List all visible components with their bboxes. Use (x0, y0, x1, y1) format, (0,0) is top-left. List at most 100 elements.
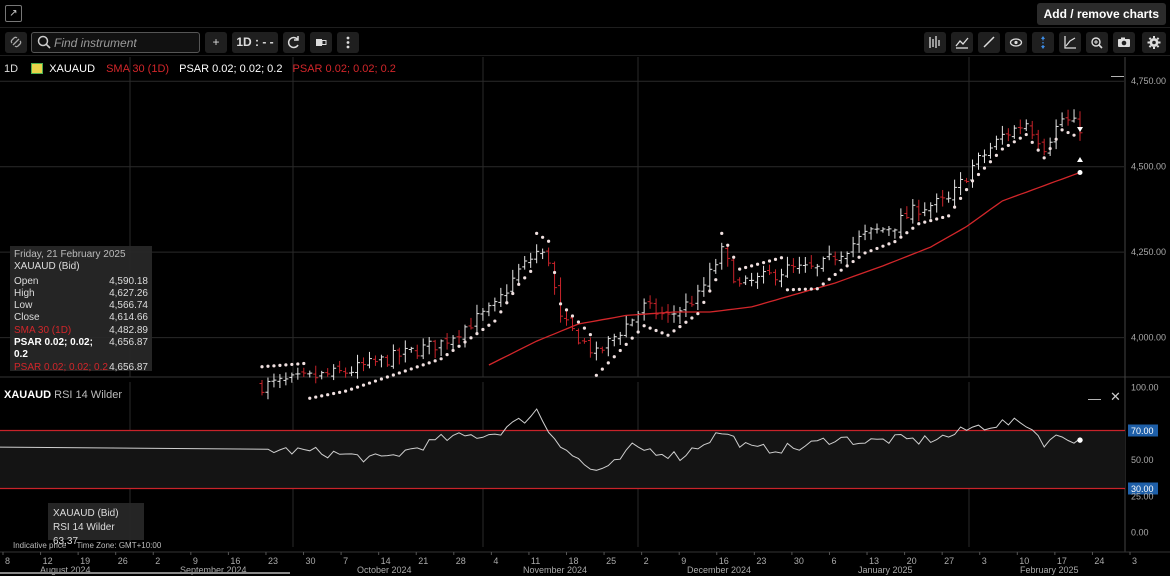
psar-dot (1018, 136, 1022, 140)
ohlc-bar (492, 297, 498, 312)
rsi-level-badge (1128, 482, 1158, 495)
psar-dot (785, 288, 790, 292)
rsi-minimize-icon[interactable]: — (1088, 391, 1101, 406)
psar-dot (529, 269, 533, 273)
psar-dot (266, 364, 270, 368)
time-tick-label: 9 (193, 556, 198, 566)
month-label: February 2025 (1020, 565, 1079, 575)
draw-line-icon[interactable] (978, 32, 1000, 53)
price-chart[interactable]: 4,750.004,500.004,250.004,000.00100.0070… (0, 57, 1170, 576)
psar-dot (988, 160, 993, 164)
psar-dot (815, 287, 819, 291)
zoom-icon[interactable] (1086, 32, 1108, 53)
ohlc-bar (599, 346, 605, 354)
ohlc-bar (1017, 119, 1023, 135)
chart-type-icon[interactable] (310, 32, 332, 53)
ohlc-bar (958, 172, 964, 196)
ohlc-bar (564, 311, 570, 326)
psar-dot (797, 287, 801, 291)
chart-toolbar: + 1D : - - (0, 29, 1170, 56)
time-tick-label: 26 (118, 556, 128, 566)
psar-dot (809, 287, 813, 291)
psar-dot (505, 301, 509, 305)
interval-selector[interactable]: 1D : - - (232, 32, 278, 53)
more-vertical-icon[interactable] (337, 32, 359, 53)
camera-icon[interactable] (1113, 32, 1135, 53)
psar-dot (588, 332, 592, 337)
ohlc-bar (862, 224, 868, 241)
rsi-level-badge (1128, 424, 1158, 437)
ohlc-bar (683, 293, 689, 318)
indicators-icon[interactable] (924, 32, 946, 53)
psar-dot (1072, 133, 1076, 137)
time-tick-label: 2 (155, 556, 160, 566)
rsi-tick-label: 70.00 (1131, 426, 1154, 436)
psar-dot (433, 359, 437, 363)
psar-dot (1054, 137, 1058, 141)
psar-dot (379, 377, 384, 381)
rsi-indicator-name[interactable]: RSI 14 Wilder (54, 389, 122, 401)
ohlc-bar (349, 366, 355, 377)
psar-dot (1024, 132, 1028, 137)
psar-dot (612, 355, 616, 359)
time-tick-label: 3 (1132, 556, 1137, 566)
scrollbar-thumb (0, 572, 290, 574)
time-tick-label: 30 (794, 556, 804, 566)
tooltip-value: 4,656.87 (109, 337, 148, 349)
ohlc-bar (1029, 120, 1035, 140)
ohlc-bar (665, 304, 671, 323)
psar-dot (696, 312, 700, 316)
ohlc-bar (325, 368, 331, 377)
psar-dot (367, 381, 372, 385)
legend-sma[interactable]: SMA 30 (1D) (106, 63, 170, 75)
time-tick-label: 27 (944, 556, 954, 566)
psar-dot (791, 287, 796, 292)
psar-dot (397, 371, 401, 375)
price-tick-label: 4,500.00 (1131, 162, 1166, 172)
settings-icon[interactable] (1142, 32, 1166, 53)
legend-psar-red[interactable]: PSAR 0.02; 0.02; 0.2 (292, 63, 396, 75)
psar-dot (923, 220, 927, 224)
eye-icon[interactable] (1005, 32, 1027, 53)
ohlc-bar (1047, 137, 1053, 156)
add-remove-charts-button[interactable]: Add / remove charts (1036, 3, 1166, 25)
find-instrument-search[interactable] (31, 32, 200, 53)
ohlc-bar (384, 354, 390, 367)
search-input[interactable] (54, 34, 196, 51)
ohlc-bar (671, 305, 677, 323)
psar-dot (451, 348, 455, 353)
psar-dot (970, 179, 975, 183)
ohlc-bar (999, 125, 1005, 145)
time-tick-label: 3 (982, 556, 987, 566)
popout-icon[interactable]: ↗ (5, 5, 22, 22)
studies-icon[interactable] (951, 32, 973, 53)
psar-dot (738, 267, 742, 271)
psar-dot (421, 363, 425, 367)
crosshair-icon[interactable] (1032, 32, 1054, 53)
psar-dot (994, 153, 999, 158)
psar-dot (1006, 143, 1010, 148)
psar-dot (332, 391, 336, 396)
psar-dot (624, 342, 628, 346)
psar-dot (744, 265, 748, 270)
ohlc-bar (892, 228, 898, 239)
month-label: October 2024 (357, 565, 412, 575)
refresh-icon[interactable] (283, 32, 305, 53)
link-icon[interactable] (5, 32, 27, 53)
psar-dot (576, 320, 581, 324)
psar-dot (953, 205, 957, 209)
psar-dot (361, 383, 366, 387)
add-instrument-button[interactable]: + (205, 32, 227, 53)
ohlc-bar (474, 304, 480, 335)
psar-dot (499, 310, 503, 314)
legend-psar-white[interactable]: PSAR 0.02; 0.02; 0.2 (179, 63, 283, 75)
minimize-icon[interactable]: — (1111, 68, 1124, 83)
ohlc-bar (432, 339, 438, 359)
legend-symbol[interactable]: XAUAUD (49, 63, 96, 75)
ohlc-bar (910, 199, 916, 224)
ohlc-bar (981, 149, 987, 164)
rsi-close-icon[interactable]: ✕ (1110, 389, 1121, 404)
psar-dot (642, 324, 646, 328)
ohlc-bar (540, 248, 546, 260)
axis-icon[interactable] (1059, 32, 1081, 53)
